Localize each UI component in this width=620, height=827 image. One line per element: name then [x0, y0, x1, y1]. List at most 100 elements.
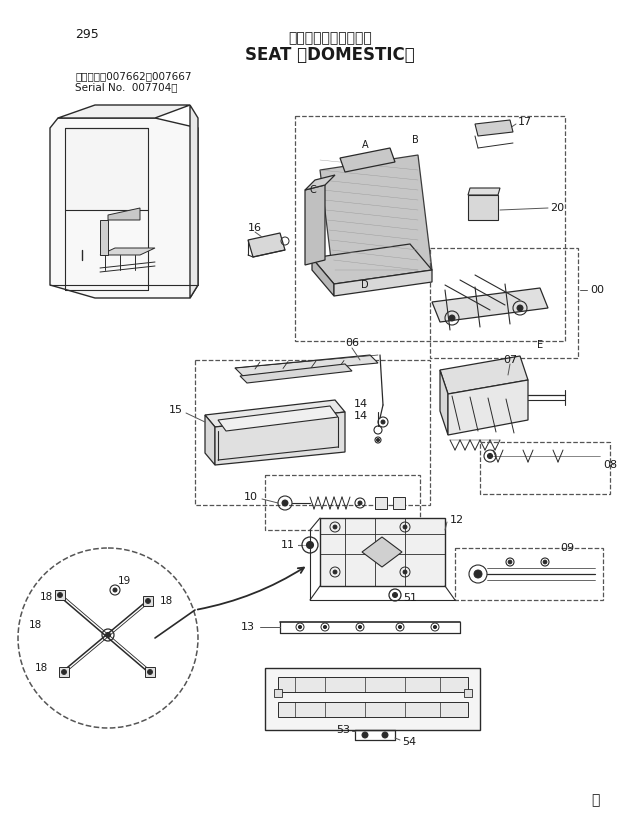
Polygon shape	[215, 412, 345, 465]
Text: 19: 19	[118, 576, 131, 586]
Polygon shape	[108, 208, 140, 220]
Text: 14: 14	[354, 411, 368, 421]
Circle shape	[433, 625, 436, 629]
Polygon shape	[205, 400, 345, 427]
Bar	[59, 667, 69, 677]
Circle shape	[487, 453, 492, 458]
Bar	[480, 442, 610, 494]
Text: 06: 06	[345, 338, 359, 348]
Polygon shape	[362, 537, 402, 567]
Text: 07: 07	[503, 355, 517, 365]
Circle shape	[113, 588, 117, 592]
Polygon shape	[100, 248, 155, 255]
Text: 09: 09	[560, 543, 574, 553]
Polygon shape	[205, 415, 215, 465]
Circle shape	[399, 625, 402, 629]
Circle shape	[403, 525, 407, 529]
Circle shape	[382, 732, 388, 738]
Polygon shape	[468, 195, 498, 220]
Polygon shape	[218, 406, 338, 431]
Text: 00: 00	[590, 285, 604, 295]
Bar	[143, 596, 153, 606]
Polygon shape	[305, 185, 325, 265]
Bar	[278, 702, 468, 717]
Circle shape	[61, 670, 66, 675]
Bar	[55, 590, 65, 600]
Circle shape	[362, 732, 368, 738]
Text: シート　《国内仕様》: シート 《国内仕様》	[288, 31, 372, 45]
Text: E: E	[537, 340, 543, 350]
Polygon shape	[65, 128, 148, 210]
Circle shape	[105, 633, 110, 638]
Circle shape	[306, 542, 314, 548]
Circle shape	[298, 625, 301, 629]
Circle shape	[333, 570, 337, 574]
Bar	[455, 548, 603, 600]
Bar	[265, 668, 480, 730]
Text: 18: 18	[160, 596, 173, 606]
Polygon shape	[248, 233, 285, 257]
Text: 18: 18	[40, 592, 53, 602]
Text: 20: 20	[550, 203, 564, 213]
Text: 適用号機　007662～007667: 適用号機 007662～007667	[75, 71, 192, 81]
Circle shape	[381, 420, 385, 424]
Text: C: C	[309, 185, 316, 195]
Polygon shape	[448, 380, 528, 435]
Text: 54: 54	[402, 737, 416, 747]
Bar	[265, 475, 420, 530]
Text: 10: 10	[244, 492, 258, 502]
Circle shape	[58, 592, 63, 597]
Bar	[145, 667, 155, 677]
Text: 15: 15	[169, 405, 183, 415]
Bar	[393, 497, 405, 509]
Text: 17: 17	[518, 117, 532, 127]
Polygon shape	[240, 364, 352, 383]
Polygon shape	[334, 270, 432, 296]
Polygon shape	[305, 175, 335, 190]
Text: 16: 16	[248, 223, 262, 233]
Polygon shape	[312, 244, 432, 284]
Polygon shape	[312, 258, 334, 296]
Text: 11: 11	[281, 540, 295, 550]
Text: 295: 295	[75, 28, 99, 41]
Text: 14: 14	[354, 399, 368, 409]
Text: 53: 53	[336, 725, 350, 735]
Circle shape	[403, 570, 407, 574]
Text: B: B	[412, 135, 418, 145]
Bar	[375, 497, 387, 509]
Polygon shape	[100, 220, 108, 255]
Bar	[320, 518, 445, 586]
Text: Serial No.  007704～: Serial No. 007704～	[75, 82, 177, 92]
Circle shape	[282, 500, 288, 506]
Circle shape	[508, 560, 512, 564]
Polygon shape	[340, 148, 395, 172]
Circle shape	[146, 599, 151, 604]
Polygon shape	[440, 356, 528, 394]
Bar	[278, 677, 468, 692]
Circle shape	[392, 592, 397, 597]
Circle shape	[333, 525, 337, 529]
Text: D: D	[361, 280, 369, 290]
Polygon shape	[50, 118, 198, 298]
Polygon shape	[432, 288, 548, 322]
Text: A: A	[361, 140, 368, 150]
Polygon shape	[58, 105, 190, 118]
Text: ⓜ: ⓜ	[591, 793, 599, 807]
Text: 13: 13	[241, 622, 255, 632]
Bar	[295, 116, 565, 341]
Circle shape	[358, 501, 362, 505]
Text: 18: 18	[29, 620, 42, 630]
Circle shape	[148, 670, 153, 675]
Circle shape	[517, 305, 523, 311]
Text: 18: 18	[35, 663, 48, 673]
Bar	[430, 248, 578, 358]
Circle shape	[376, 438, 379, 442]
Bar	[195, 360, 430, 505]
Text: SEAT 〈DOMESTIC〉: SEAT 〈DOMESTIC〉	[245, 46, 415, 64]
Polygon shape	[440, 370, 448, 435]
Circle shape	[324, 625, 327, 629]
Text: 12: 12	[450, 515, 464, 525]
Polygon shape	[320, 155, 432, 284]
Bar	[274, 689, 282, 697]
Polygon shape	[190, 105, 198, 298]
